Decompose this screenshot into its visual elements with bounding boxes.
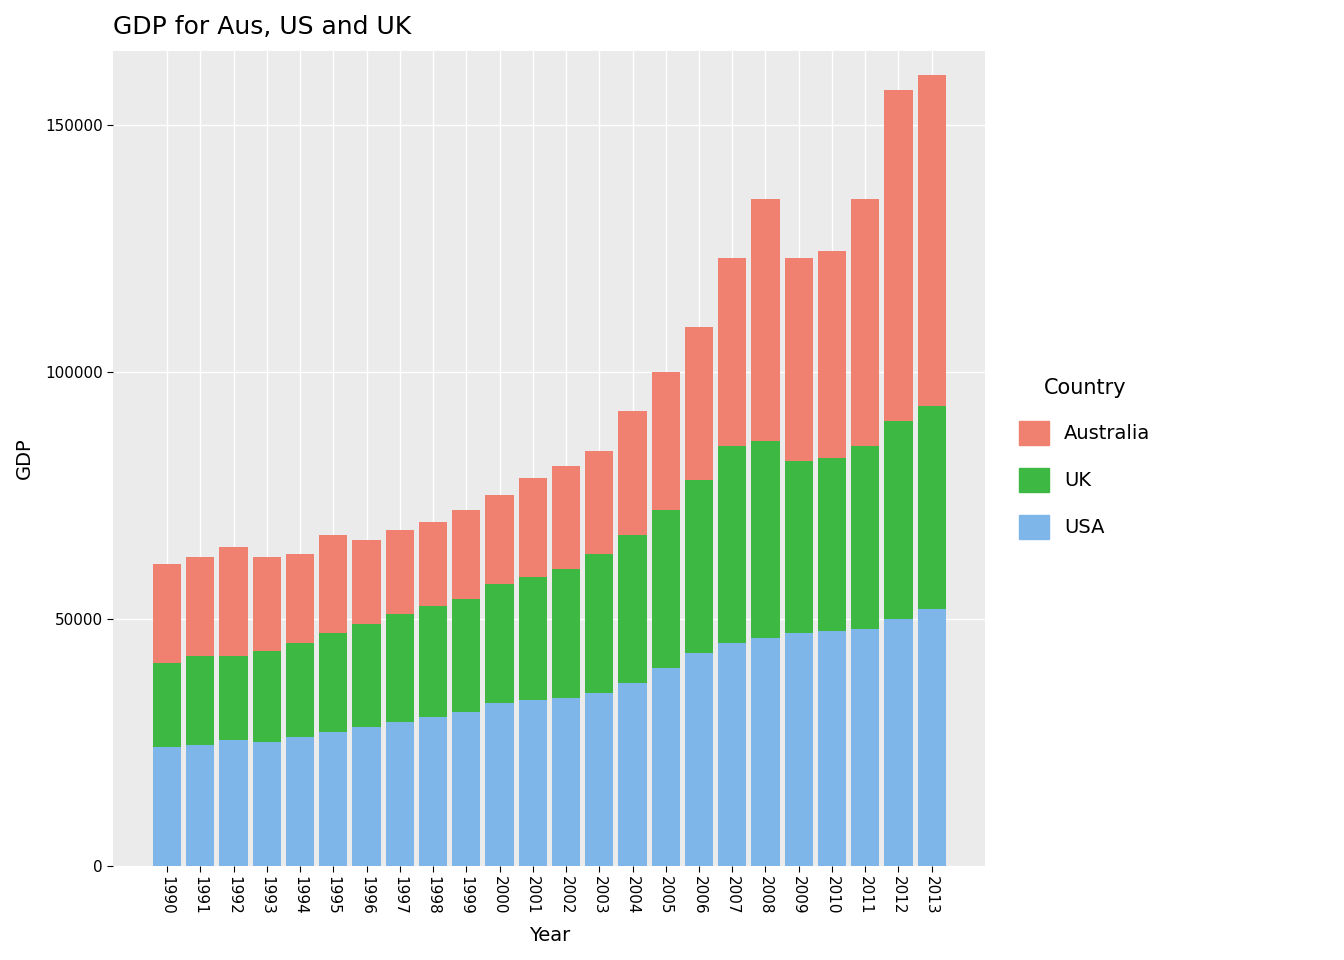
- Bar: [253, 742, 281, 866]
- Bar: [386, 613, 414, 722]
- Bar: [685, 653, 714, 866]
- Y-axis label: GDP: GDP: [15, 438, 34, 479]
- Bar: [585, 555, 613, 693]
- Bar: [552, 569, 581, 698]
- Bar: [851, 199, 879, 445]
- Bar: [253, 651, 281, 742]
- Bar: [187, 557, 215, 656]
- Bar: [319, 634, 347, 732]
- Bar: [319, 535, 347, 634]
- Bar: [652, 510, 680, 668]
- Bar: [552, 698, 581, 866]
- Bar: [884, 421, 913, 618]
- Text: GDP for Aus, US and UK: GDP for Aus, US and UK: [113, 15, 411, 39]
- Bar: [685, 327, 714, 480]
- Bar: [452, 712, 480, 866]
- Bar: [718, 643, 746, 866]
- Bar: [319, 732, 347, 866]
- Bar: [618, 683, 646, 866]
- Bar: [685, 480, 714, 653]
- Bar: [519, 577, 547, 700]
- Bar: [485, 495, 513, 584]
- Bar: [818, 251, 847, 458]
- Bar: [485, 703, 513, 866]
- Bar: [785, 461, 813, 634]
- Bar: [918, 76, 946, 406]
- Bar: [519, 700, 547, 866]
- Bar: [485, 584, 513, 703]
- Bar: [818, 631, 847, 866]
- Bar: [286, 737, 314, 866]
- Bar: [286, 643, 314, 737]
- Bar: [386, 722, 414, 866]
- Bar: [884, 618, 913, 866]
- Bar: [918, 406, 946, 609]
- Bar: [219, 739, 247, 866]
- Bar: [452, 510, 480, 599]
- Bar: [352, 624, 380, 728]
- X-axis label: Year: Year: [528, 926, 570, 945]
- Bar: [153, 564, 181, 663]
- Bar: [718, 445, 746, 643]
- Bar: [785, 258, 813, 461]
- Bar: [851, 629, 879, 866]
- Bar: [219, 656, 247, 739]
- Bar: [153, 747, 181, 866]
- Bar: [386, 530, 414, 613]
- Bar: [452, 599, 480, 712]
- Bar: [751, 638, 780, 866]
- Bar: [751, 199, 780, 441]
- Bar: [153, 663, 181, 747]
- Bar: [585, 451, 613, 555]
- Bar: [219, 547, 247, 656]
- Bar: [253, 557, 281, 651]
- Bar: [884, 90, 913, 421]
- Bar: [585, 693, 613, 866]
- Bar: [851, 445, 879, 629]
- Bar: [419, 717, 448, 866]
- Bar: [818, 458, 847, 631]
- Bar: [652, 668, 680, 866]
- Bar: [652, 372, 680, 510]
- Bar: [618, 411, 646, 535]
- Bar: [419, 522, 448, 607]
- Bar: [352, 540, 380, 624]
- Bar: [286, 555, 314, 643]
- Bar: [187, 656, 215, 745]
- Bar: [552, 466, 581, 569]
- Bar: [519, 478, 547, 577]
- Bar: [618, 535, 646, 683]
- Bar: [352, 728, 380, 866]
- Bar: [419, 607, 448, 717]
- Bar: [918, 609, 946, 866]
- Bar: [751, 441, 780, 638]
- Legend: Australia, UK, USA: Australia, UK, USA: [1004, 362, 1167, 554]
- Bar: [785, 634, 813, 866]
- Bar: [187, 745, 215, 866]
- Bar: [718, 258, 746, 445]
